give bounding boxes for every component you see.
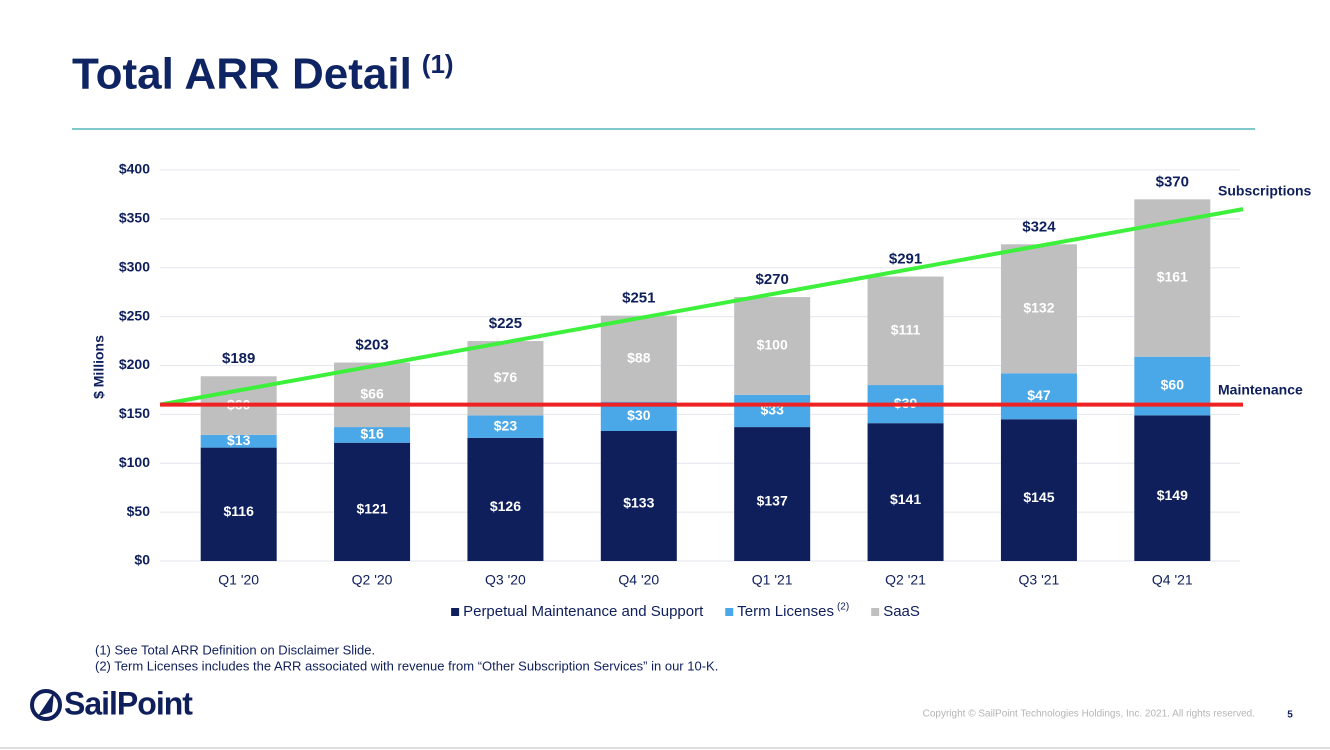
data-label: $16 (360, 426, 384, 442)
data-label: $132 (1023, 300, 1054, 316)
annotation-label: Subscriptions (1218, 183, 1312, 199)
total-label: $324 (1022, 218, 1056, 235)
bar-segment (867, 423, 944, 561)
data-label: $141 (890, 491, 921, 507)
x-tick-label: Q3 '21 (1019, 572, 1060, 588)
total-label: $270 (756, 271, 789, 288)
y-tick-label: $200 (119, 356, 150, 372)
y-tick-label: $0 (134, 552, 150, 568)
data-label: $100 (757, 337, 788, 353)
plot: $0 $50 $100 $150 $200 $250 $300 $350 $400 Q1 '20 $… (119, 161, 1312, 620)
legend-swatch (725, 608, 734, 616)
y-tick-label: $250 (119, 307, 150, 323)
total-label: $203 (355, 337, 388, 354)
x-tick-label: Q1 '21 (752, 572, 793, 588)
logo-icon (30, 689, 62, 721)
legend-swatch (451, 608, 460, 616)
data-label: $13 (227, 432, 251, 448)
data-label: $161 (1157, 269, 1188, 285)
copyright: Copyright © SailPoint Technologies Holdi… (923, 709, 1255, 720)
y-axis-label: $ Millions (91, 335, 107, 399)
total-label: $251 (622, 290, 655, 307)
legend-label: Term Licenses (737, 603, 834, 620)
x-tick-label: Q4 '21 (1152, 572, 1193, 588)
data-label: $137 (757, 493, 788, 509)
total-label: $189 (222, 350, 255, 367)
data-label: $23 (494, 417, 518, 433)
page-number: 5 (1287, 710, 1293, 721)
trend-line (159, 207, 1244, 407)
title: Total ARR Detail (72, 50, 412, 99)
x-tick-label: Q2 '20 (352, 572, 393, 588)
bar-segment (1000, 373, 1077, 420)
data-label: $88 (627, 349, 651, 365)
footnote: (1) See Total ARR Definition on Disclaim… (95, 642, 375, 657)
legend-item: Perpetual Maintenance and Support (451, 603, 704, 620)
bar-segment (467, 437, 544, 561)
data-label: $133 (623, 495, 654, 511)
bar-segment (334, 442, 411, 561)
bar-segment (1000, 244, 1077, 374)
annotation-label: Maintenance (1218, 382, 1303, 398)
data-label: $145 (1023, 489, 1054, 505)
data-label: $47 (1027, 387, 1051, 403)
y-tick-label: $100 (119, 454, 150, 470)
y-tick-label: $50 (127, 503, 151, 519)
bar-segment (734, 427, 811, 561)
bar-segment (334, 362, 411, 428)
bar-segment (734, 394, 811, 428)
bar-segment (600, 430, 677, 561)
data-label: $111 (891, 322, 921, 338)
y-tick-label: $400 (119, 161, 150, 177)
legend-item: SaaS (871, 603, 920, 620)
logo: SailPoint (64, 685, 193, 721)
footnote: (2) Term Licenses includes the ARR assoc… (95, 658, 718, 673)
bar-segment (734, 297, 811, 395)
bar-segment (467, 415, 544, 438)
data-label: $66 (360, 386, 384, 402)
bar-segment (200, 447, 277, 561)
total-label: $370 (1156, 173, 1189, 190)
bar-segment (867, 276, 944, 386)
legend-swatch (871, 608, 880, 616)
total-label: $225 (489, 315, 522, 332)
data-label: $126 (490, 498, 521, 514)
y-tick-label: $350 (119, 210, 150, 226)
title-note: (1) (422, 49, 454, 79)
data-label: $121 (356, 501, 387, 517)
x-tick-label: Q2 '21 (885, 572, 926, 588)
bar-segment (1134, 415, 1211, 561)
legend-item: Term Licenses (2) (725, 602, 849, 620)
bar-segment (200, 434, 277, 448)
data-label: $116 (224, 503, 255, 519)
legend-label: Perpetual Maintenance and Support (463, 603, 704, 620)
data-label: $60 (1161, 377, 1185, 393)
x-tick-label: Q1 '20 (218, 572, 259, 588)
x-tick-label: Q4 '20 (618, 572, 659, 588)
bar-segment (600, 315, 677, 402)
data-label: $30 (627, 407, 651, 423)
data-label: $149 (1157, 487, 1188, 503)
x-tick-label: Q3 '20 (485, 572, 526, 588)
y-tick-label: $150 (119, 405, 150, 421)
data-label: $76 (494, 369, 518, 385)
legend-note: (2) (837, 602, 849, 613)
bar-segment (1000, 419, 1077, 561)
total-label: $291 (889, 251, 922, 268)
y-tick-label: $300 (119, 258, 150, 274)
bar-segment (334, 427, 411, 443)
legend-label: SaaS (883, 603, 920, 620)
